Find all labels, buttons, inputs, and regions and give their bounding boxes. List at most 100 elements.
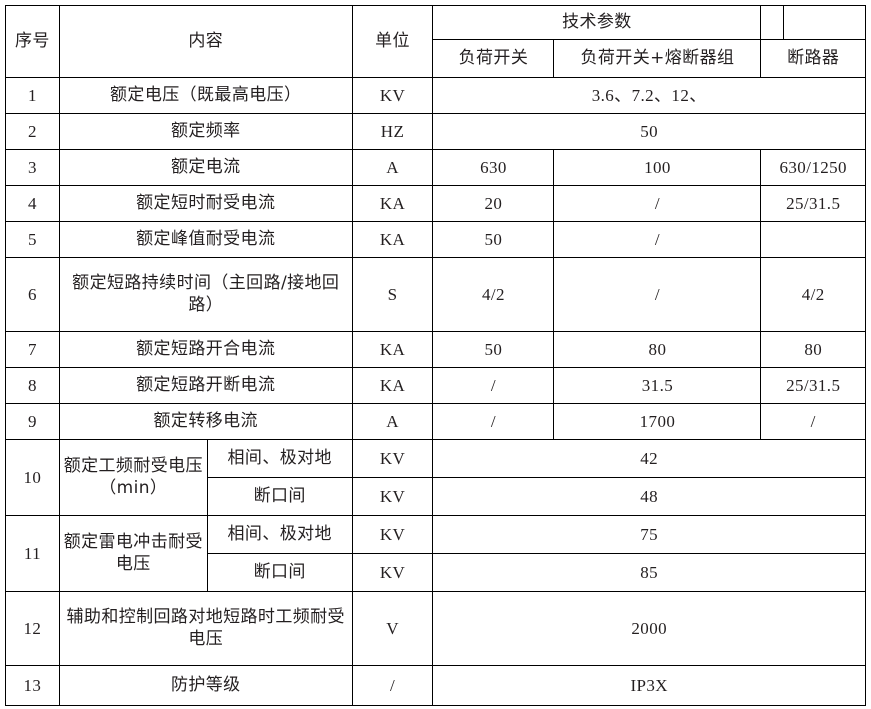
header-col-load-switch: 负荷开关 [432, 39, 555, 78]
row-value-merged: 75 [432, 515, 866, 554]
row-value-merged: IP3X [432, 665, 866, 706]
row-number: 10 [5, 439, 60, 516]
row-value-load-switch-fuse: / [553, 221, 762, 258]
row-value-load-switch-fuse: / [553, 257, 762, 332]
row-sub-label: 相间、极对地 [206, 439, 353, 478]
row-content: 额定短路持续时间（主回路/接地回路） [58, 257, 353, 332]
row-content: 辅助和控制回路对地短路时工频耐受电压 [58, 591, 353, 666]
row-unit: KV [351, 77, 434, 114]
header-blank-narrow [760, 5, 785, 40]
table-row: 1 额定电压（既最高电压） KV 3.6、7.2、12、 [5, 77, 866, 114]
header-seq: 序号 [5, 5, 60, 78]
row-value-load-switch: / [432, 403, 555, 440]
row-content: 额定转移电流 [58, 403, 353, 440]
table-row: 断口间 KV 48 [6, 477, 866, 516]
table-row: 2 额定频率 HZ 50 [5, 113, 866, 150]
table-row: 10 额定工频耐受电压（min） 相间、极对地 KV 42 [5, 439, 866, 516]
row-sub-label: 相间、极对地 [206, 515, 353, 554]
row-content: 额定电压（既最高电压） [58, 77, 353, 114]
row-unit: KA [351, 185, 434, 222]
row-content: 额定雷电冲击耐受电压 [58, 515, 208, 592]
table-row: 11 额定雷电冲击耐受电压 相间、极对地 KV 75 [5, 515, 866, 592]
row-value-breaker: / [760, 403, 866, 440]
technical-spec-table: 序号 内容 单位 技术参数 负荷开关 负荷开关+熔断器组 断路器 1 额定电压（… [5, 5, 866, 706]
row-number: 2 [5, 113, 60, 150]
row-number: 13 [5, 665, 60, 706]
row-number: 4 [5, 185, 60, 222]
row-content: 额定工频耐受电压（min） [58, 439, 208, 516]
table-row: 4 额定短时耐受电流 KA 20 / 25/31.5 [5, 185, 866, 222]
row-value-merged: 2000 [432, 591, 866, 666]
table-row: 12 辅助和控制回路对地短路时工频耐受电压 V 2000 [5, 591, 866, 666]
row-number: 7 [5, 331, 60, 368]
header-col-load-switch-fuse: 负荷开关+熔断器组 [553, 39, 762, 78]
row-value-merged: 85 [432, 553, 866, 592]
row-number: 9 [5, 403, 60, 440]
table-row: 6 额定短路持续时间（主回路/接地回路） S 4/2 / 4/2 [5, 257, 866, 332]
row-content: 额定频率 [58, 113, 353, 150]
row-value-load-switch-fuse: 100 [553, 149, 762, 186]
row-unit: KV [351, 553, 434, 592]
row-unit: KA [351, 367, 434, 404]
table-row: 9 额定转移电流 A / 1700 / [5, 403, 866, 440]
row-value-load-switch: 630 [432, 149, 555, 186]
row-value-merged: 50 [432, 113, 866, 150]
table-row: 5 额定峰值耐受电流 KA 50 / [5, 221, 866, 258]
header-content: 内容 [58, 5, 353, 78]
row-number: 1 [5, 77, 60, 114]
table-row: 7 额定短路开合电流 KA 50 80 80 [5, 331, 866, 368]
row-content: 额定峰值耐受电流 [58, 221, 353, 258]
row-value-breaker: 4/2 [760, 257, 866, 332]
row-unit: S [351, 257, 434, 332]
row-value-load-switch: / [432, 367, 555, 404]
table-header-row-top: 序号 内容 单位 技术参数 [5, 5, 866, 78]
row-value-load-switch-fuse: 1700 [553, 403, 762, 440]
table-row: 8 额定短路开断电流 KA / 31.5 25/31.5 [5, 367, 866, 404]
row-unit: KA [351, 331, 434, 368]
row-number: 5 [5, 221, 60, 258]
row-unit: V [351, 591, 434, 666]
row-content: 额定短路开合电流 [58, 331, 353, 368]
row-content: 额定短路开断电流 [58, 367, 353, 404]
row-number: 12 [5, 591, 60, 666]
row-content: 防护等级 [58, 665, 353, 706]
table-row: 13 防护等级 / IP3X [5, 665, 866, 706]
row-value-merged: 42 [432, 439, 866, 478]
row-unit: / [351, 665, 434, 706]
row-value-breaker [760, 221, 866, 258]
table-header-row-sub: 负荷开关 负荷开关+熔断器组 断路器 [6, 39, 866, 78]
header-blank-wide [783, 5, 866, 40]
row-number: 11 [5, 515, 60, 592]
row-value-load-switch-fuse: / [553, 185, 762, 222]
row-content: 额定短时耐受电流 [58, 185, 353, 222]
row-unit: KV [351, 477, 434, 516]
row-value-load-switch: 4/2 [432, 257, 555, 332]
row-value-breaker: 80 [760, 331, 866, 368]
row-value-merged: 3.6、7.2、12、 [432, 77, 866, 114]
header-col-breaker: 断路器 [760, 39, 866, 78]
row-sub-label: 断口间 [206, 553, 353, 592]
row-unit: KV [351, 439, 434, 478]
row-value-load-switch-fuse: 80 [553, 331, 762, 368]
row-unit: A [351, 149, 434, 186]
row-value-breaker: 25/31.5 [760, 367, 866, 404]
row-number: 6 [5, 257, 60, 332]
row-value-breaker: 25/31.5 [760, 185, 866, 222]
row-value-load-switch-fuse: 31.5 [553, 367, 762, 404]
row-value-breaker: 630/1250 [760, 149, 866, 186]
row-unit: HZ [351, 113, 434, 150]
table-row: 断口间 KV 85 [6, 553, 866, 592]
row-content: 额定电流 [58, 149, 353, 186]
row-unit: KA [351, 221, 434, 258]
row-value-load-switch: 50 [432, 331, 555, 368]
row-number: 8 [5, 367, 60, 404]
row-value-merged: 48 [432, 477, 866, 516]
header-tech-params: 技术参数 [432, 5, 762, 40]
row-value-load-switch: 20 [432, 185, 555, 222]
row-sub-label: 断口间 [206, 477, 353, 516]
header-unit: 单位 [351, 5, 434, 78]
table-row: 3 额定电流 A 630 100 630/1250 [5, 149, 866, 186]
row-unit: KV [351, 515, 434, 554]
row-unit: A [351, 403, 434, 440]
